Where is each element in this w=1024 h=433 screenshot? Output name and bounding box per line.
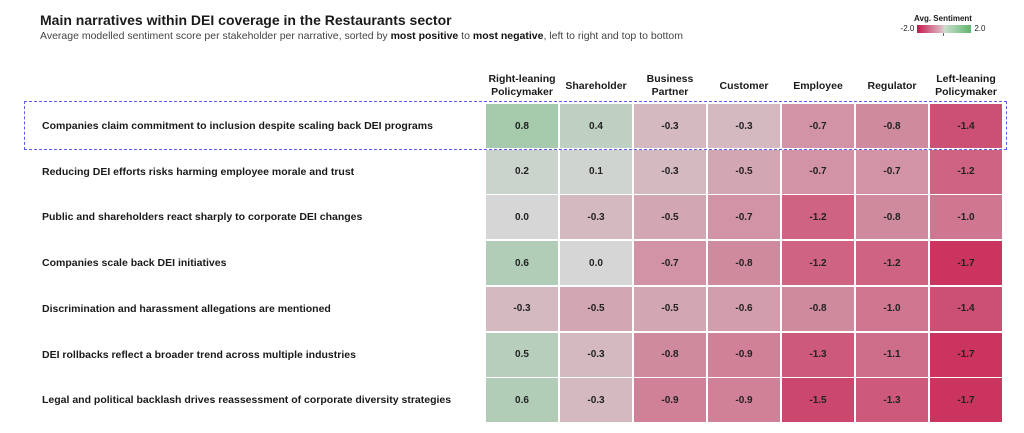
heatmap-cell: -0.7 [782, 149, 854, 194]
heatmap-cell: 0.0 [486, 195, 558, 240]
row-label: Companies claim commitment to inclusion … [42, 120, 433, 132]
row-label: Reducing DEI efforts risks harming emplo… [42, 165, 355, 178]
heatmap-cell: -0.8 [856, 104, 928, 148]
heatmap-cell: -1.7 [930, 332, 1002, 377]
heatmap-cell: 0.1 [560, 149, 632, 194]
heatmap-cell: -0.9 [634, 378, 706, 423]
legend-scale: -2.0 2.0 [893, 24, 993, 36]
column-header: Customer [719, 79, 769, 92]
heatmap-cell: -0.9 [708, 378, 780, 423]
heatmap-cell: 0.0 [560, 241, 632, 286]
heatmap-cell: -0.7 [708, 195, 780, 240]
chart-subtitle: Average modelled sentiment score per sta… [40, 30, 683, 42]
heatmap-cell: 0.6 [486, 241, 558, 286]
heatmap-cell: 0.8 [486, 104, 558, 148]
heatmap-cell: -1.0 [856, 286, 928, 331]
legend-zero-tick [943, 32, 945, 36]
color-legend: Avg. Sentiment -2.0 2.0 [893, 14, 993, 36]
column-header: Shareholder [565, 79, 627, 92]
heatmap-cell: -0.7 [856, 149, 928, 194]
heatmap-cell: 0.5 [486, 332, 558, 377]
heatmap-cell: -1.2 [782, 195, 854, 240]
subtitle-bold-negative: most negative [472, 30, 544, 42]
heatmap-cell: -0.3 [560, 195, 632, 240]
subtitle-mid: to [458, 30, 473, 42]
column-header: Right-leaning Policymaker [488, 73, 556, 98]
subtitle-prefix: Average modelled sentiment score per sta… [40, 30, 391, 42]
highlighted-row-outline [24, 101, 1007, 150]
heatmap-cell: -0.3 [708, 104, 780, 148]
row-label: Companies scale back DEI initiatives [42, 257, 227, 270]
heatmap-cell: -1.4 [930, 286, 1002, 331]
heatmap-cell: 0.6 [486, 378, 558, 423]
subtitle-suffix: , left to right and top to bottom [543, 30, 683, 42]
heatmap-cell: -0.3 [634, 104, 706, 148]
legend-max-label: 2.0 [974, 24, 986, 33]
heatmap-cell: -1.1 [856, 332, 928, 377]
heatmap-cell: -0.6 [708, 286, 780, 331]
heatmap-cell: -0.5 [634, 286, 706, 331]
subtitle-bold-positive: most positive [390, 30, 459, 42]
heatmap-cell: -1.7 [930, 241, 1002, 286]
column-header: Left-leaning Policymaker [935, 73, 997, 98]
heatmap-cell: -1.0 [930, 195, 1002, 240]
heatmap-cell: -1.4 [930, 104, 1002, 148]
heatmap-cell: -1.2 [856, 241, 928, 286]
heatmap-cell: -0.3 [634, 149, 706, 194]
heatmap-cell: -1.5 [782, 378, 854, 423]
heatmap-cell: -0.8 [708, 241, 780, 286]
heatmap-cell: -1.2 [930, 149, 1002, 194]
heatmap-cell: -0.8 [782, 286, 854, 331]
heatmap-cell: -0.9 [708, 332, 780, 377]
heatmap-cell: -0.8 [634, 332, 706, 377]
row-label: Discrimination and harassment allegation… [42, 302, 331, 315]
heatmap-cell: 0.4 [560, 104, 632, 148]
column-header: Employee [793, 79, 843, 92]
heatmap-cell: 0.2 [486, 149, 558, 194]
column-header: Regulator [867, 79, 917, 92]
heatmap-cell: -0.7 [634, 241, 706, 286]
legend-gradient-bar [917, 24, 972, 36]
heatmap-cell: -0.7 [782, 104, 854, 148]
legend-min-label: -2.0 [900, 24, 915, 33]
row-label: Public and shareholders react sharply to… [42, 211, 363, 224]
heatmap-cell: -0.3 [560, 378, 632, 423]
heatmap-cell: -1.3 [856, 378, 928, 423]
heatmap-cell: -0.3 [486, 286, 558, 331]
legend-title: Avg. Sentiment [914, 14, 972, 23]
heatmap-cell: -0.3 [560, 332, 632, 377]
row-label: DEI rollbacks reflect a broader trend ac… [42, 348, 356, 361]
heatmap-cell: -1.7 [930, 378, 1002, 423]
heatmap-cell: -1.3 [782, 332, 854, 377]
chart-title: Main narratives within DEI coverage in t… [40, 12, 452, 28]
heatmap-cell: -0.8 [856, 195, 928, 240]
heatmap-cell: -0.5 [560, 286, 632, 331]
heatmap-cell: -0.5 [634, 195, 706, 240]
row-label: Legal and political backlash drives reas… [42, 394, 452, 407]
heatmap-cell: -0.5 [708, 149, 780, 194]
column-header: Business Partner [646, 73, 694, 98]
heatmap-cell: -1.2 [782, 241, 854, 286]
